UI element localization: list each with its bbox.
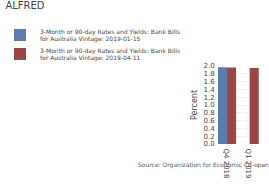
- svg-text:0.6: 0.6: [204, 117, 216, 125]
- svg-text:Q4 2018: Q4 2018: [222, 149, 230, 179]
- svg-text:2.0: 2.0: [204, 62, 215, 70]
- svg-text:3-Month or 90-day Rates and Yi: 3-Month or 90-day Rates and Yields: Bank…: [40, 47, 180, 63]
- svg-text:1.2: 1.2: [204, 94, 215, 102]
- svg-text:1.8: 1.8: [204, 70, 215, 78]
- svg-text:0.0: 0.0: [204, 140, 215, 148]
- svg-text:Q1 2019: Q1 2019: [244, 149, 252, 179]
- svg-text:1.6: 1.6: [204, 78, 216, 86]
- svg-text:1.4: 1.4: [204, 86, 216, 94]
- svg-text:3-Month or 90-day Rates and Yi: 3-Month or 90-day Rates and Yields: Bank…: [40, 28, 180, 44]
- svg-text:0.2: 0.2: [204, 133, 215, 141]
- svg-text:0.8: 0.8: [204, 109, 215, 117]
- svg-text:Percent: Percent: [190, 90, 199, 120]
- svg-text:ALFRED: ALFRED: [5, 0, 44, 11]
- svg-text:Source: Organization for Econo: Source: Organization for Economic Co-ope…: [138, 161, 269, 169]
- svg-text:0.4: 0.4: [204, 125, 216, 133]
- svg-text:1.0: 1.0: [204, 101, 215, 109]
